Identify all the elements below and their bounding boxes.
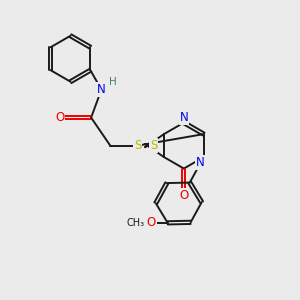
Text: O: O: [147, 216, 156, 229]
Text: N: N: [196, 156, 205, 169]
Text: CH₃: CH₃: [126, 218, 144, 228]
Text: N: N: [179, 111, 188, 124]
Text: H: H: [109, 77, 116, 87]
Text: S: S: [134, 139, 141, 152]
Text: N: N: [97, 83, 106, 96]
Text: O: O: [55, 111, 64, 124]
Text: S: S: [150, 139, 158, 152]
Text: O: O: [179, 189, 188, 203]
